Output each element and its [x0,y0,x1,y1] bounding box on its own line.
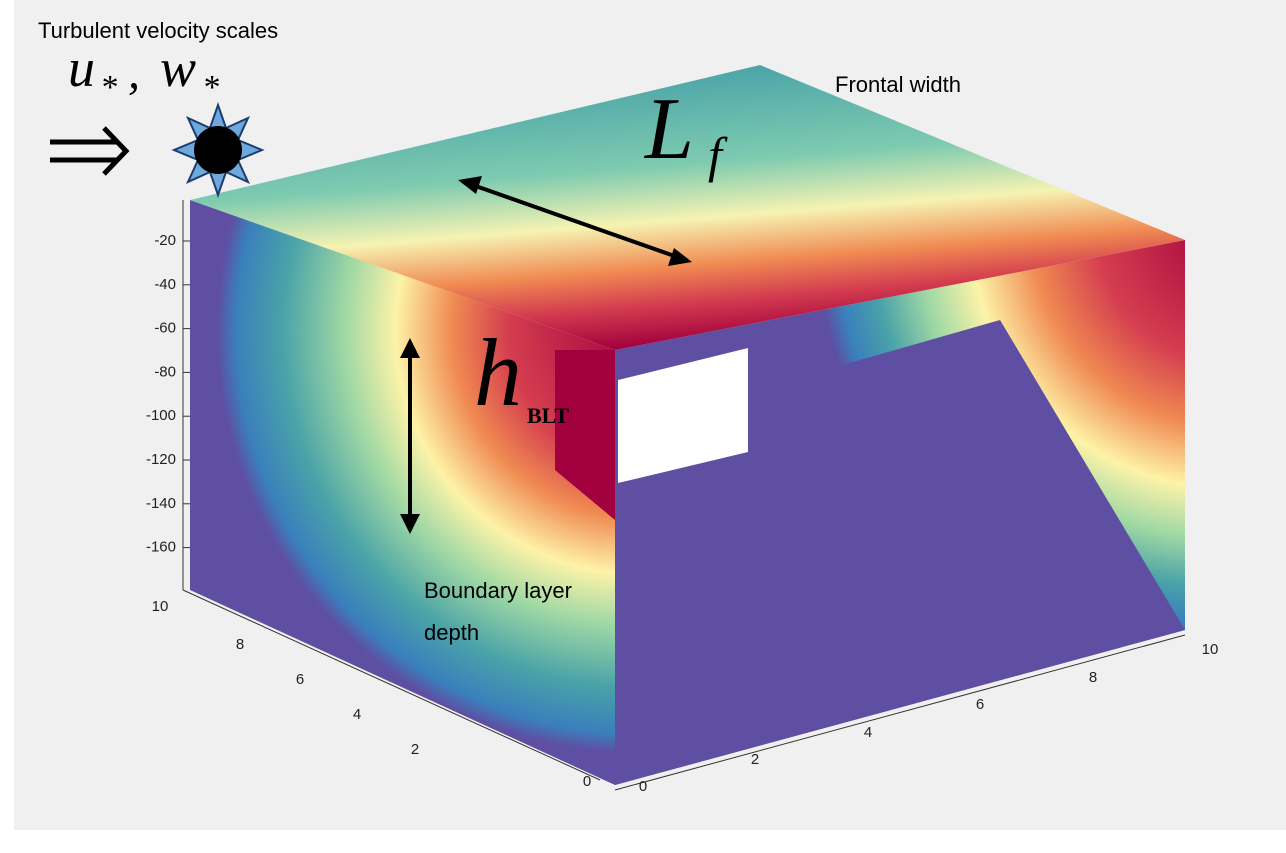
z-tick-label: -20 [154,232,176,249]
z-tick-label: -140 [146,495,176,512]
left-tick-label: 0 [583,773,591,790]
blt-subscript: BLT [527,403,569,428]
left-tick-label: 2 [411,741,419,758]
z-tick-label: -100 [146,407,176,424]
L-symbol: L [643,81,694,178]
z-tick-label: -160 [146,539,176,556]
left-tick-label: 10 [152,598,169,615]
w-symbol: w [160,38,196,98]
left-tick-label: 6 [296,671,304,688]
right-tick-label: 0 [639,778,647,795]
frontal-width-label: Frontal width [835,72,961,97]
boundary-label: depth [424,620,479,645]
star: * [202,69,219,106]
z-tick-label: -80 [154,363,176,380]
right-tick-label: 2 [751,751,759,768]
figure: Turbulent velocity scales u * , w * L f … [0,0,1286,853]
right-tick-label: 6 [976,696,984,713]
right-tick-label: 8 [1089,669,1097,686]
u-symbol: u [68,38,95,98]
sun-icon [174,105,262,195]
star: * [100,69,117,106]
h-symbol: h [474,319,522,426]
left-tick-label: 4 [353,706,361,723]
left-tick-label: 8 [236,636,244,653]
right-tick-label: 10 [1202,641,1219,658]
z-tick-label: -120 [146,451,176,468]
z-tick-label: -60 [154,320,176,337]
comma: , [128,46,140,99]
boundary-label: Boundary layer [424,578,572,603]
z-tick-label: -40 [154,276,176,293]
right-tick-label: 4 [864,724,872,741]
